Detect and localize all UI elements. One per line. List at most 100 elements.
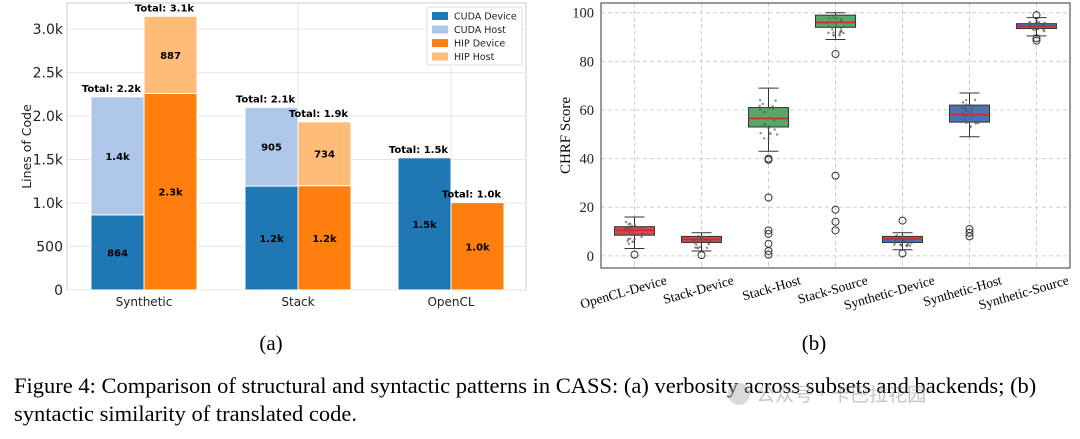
outlier-point (764, 226, 773, 235)
jitter-point (697, 237, 701, 240)
jitter-point (1042, 26, 1045, 29)
jitter-point (760, 125, 763, 128)
outlier-point (764, 246, 773, 255)
bar-value-label: 2.3k (158, 188, 183, 199)
jitter-point (832, 34, 835, 37)
bar-segment (244, 185, 299, 291)
jitter-point (773, 128, 776, 131)
bar-total-label: Total: 1.0k (442, 190, 502, 201)
y-axis-label: CHRF Score (558, 97, 574, 174)
jitter-point (832, 31, 835, 34)
jitter-point (970, 116, 973, 119)
x-tick-label: OpenCL-Device (578, 272, 668, 311)
jitter-point (909, 237, 912, 241)
jitter-point (842, 25, 846, 28)
jitter-point (700, 239, 704, 242)
jitter-point (839, 31, 842, 34)
jitter-point (831, 28, 834, 31)
jitter-point (632, 240, 635, 243)
y-tick-label: 500 (36, 240, 63, 256)
y-axis-label: Lines of Code (19, 104, 34, 189)
y-tick-label: 0 (54, 283, 63, 299)
verbosity-stacked-bar-chart: 0 500 1.0k 1.5k 2.0k 2.5k 3.0k 864 1.4k Total: 2.… (19, 2, 527, 355)
x-tick-label: Stack-Host (741, 272, 803, 303)
jitter-point (698, 245, 702, 249)
bar-value-label: 905 (261, 143, 282, 154)
x-tick-label: Stack-Device (661, 272, 735, 306)
jitter-point (964, 98, 968, 102)
panel-label-a: (a) (259, 331, 282, 355)
bar-total-label: Total: 3.1k (135, 3, 195, 14)
legend-entry: HIP Host (454, 52, 495, 63)
jitter-point (1041, 24, 1044, 28)
y-tick-label: 1.5k (33, 153, 64, 169)
jitter-point (910, 241, 913, 245)
outlier-point (1032, 11, 1041, 20)
bar-segment (397, 157, 452, 291)
outlier-point (831, 50, 840, 59)
jitter-point (628, 226, 631, 229)
jitter-point (965, 103, 968, 106)
bar-value-label: 1.2k (312, 234, 337, 245)
bar-total-label: Total: 1.5k (389, 145, 449, 156)
jitter-point (893, 243, 896, 246)
outlier-point (965, 232, 974, 241)
jitter-point (758, 98, 762, 102)
jitter-point (772, 118, 776, 122)
y-tick-label: 80 (580, 54, 595, 70)
legend-swatch (432, 12, 448, 20)
jitter-point (825, 21, 828, 25)
jitter-point (707, 243, 710, 246)
bar-segment (90, 96, 145, 216)
legend-entry: CUDA Host (454, 25, 506, 36)
x-tick-label: OpenCL (427, 295, 474, 309)
jitter-point (903, 240, 906, 243)
jitter-point (1035, 20, 1039, 23)
outlier-point (898, 216, 907, 225)
jitter-point (895, 234, 898, 237)
outlier-point (965, 228, 974, 237)
legend-box (426, 6, 523, 66)
jitter-point (974, 122, 977, 125)
outlier-point (764, 250, 773, 259)
jitter-point (624, 220, 628, 224)
jitter-point (767, 137, 770, 140)
bar-segment (450, 202, 505, 291)
jitter-point (897, 237, 900, 240)
jitter-point (624, 227, 627, 230)
outlier-point (898, 249, 907, 258)
bar-value-label: 864 (107, 248, 128, 259)
jitter-point (832, 16, 835, 19)
outlier-point (831, 217, 840, 226)
y-tick-label: 2.5k (33, 66, 64, 82)
legend-entry: HIP Device (454, 39, 505, 50)
y-tick-label: 40 (580, 152, 595, 168)
legend-swatch (432, 39, 448, 47)
jitter-point (626, 226, 629, 229)
panel-label-b: (b) (802, 331, 827, 355)
y-tick-label: 20 (580, 200, 595, 216)
jitter-point (695, 238, 698, 241)
jitter-point (628, 231, 631, 234)
watermark-text: 公众号 · 卡巴拉花园 (756, 384, 927, 406)
jitter-point (965, 121, 968, 125)
jitter-point (771, 105, 774, 108)
jitter-point (768, 124, 771, 128)
jitter-point (893, 239, 897, 242)
jitter-point (1031, 28, 1035, 31)
jitter-point (1034, 29, 1037, 32)
jitter-point (1027, 22, 1030, 25)
outlier-point (764, 155, 773, 164)
jitter-point (908, 244, 912, 247)
jitter-point (963, 115, 966, 118)
jitter-point (960, 106, 964, 110)
jitter-point (842, 31, 845, 35)
jitter-point (640, 235, 643, 239)
y-tick-label: 60 (580, 103, 595, 119)
bar-segment (297, 121, 352, 187)
jitter-point (972, 104, 976, 107)
jitter-point (839, 27, 843, 30)
jitter-point (965, 109, 968, 113)
jitter-point (626, 239, 629, 243)
outlier-point (831, 205, 840, 214)
